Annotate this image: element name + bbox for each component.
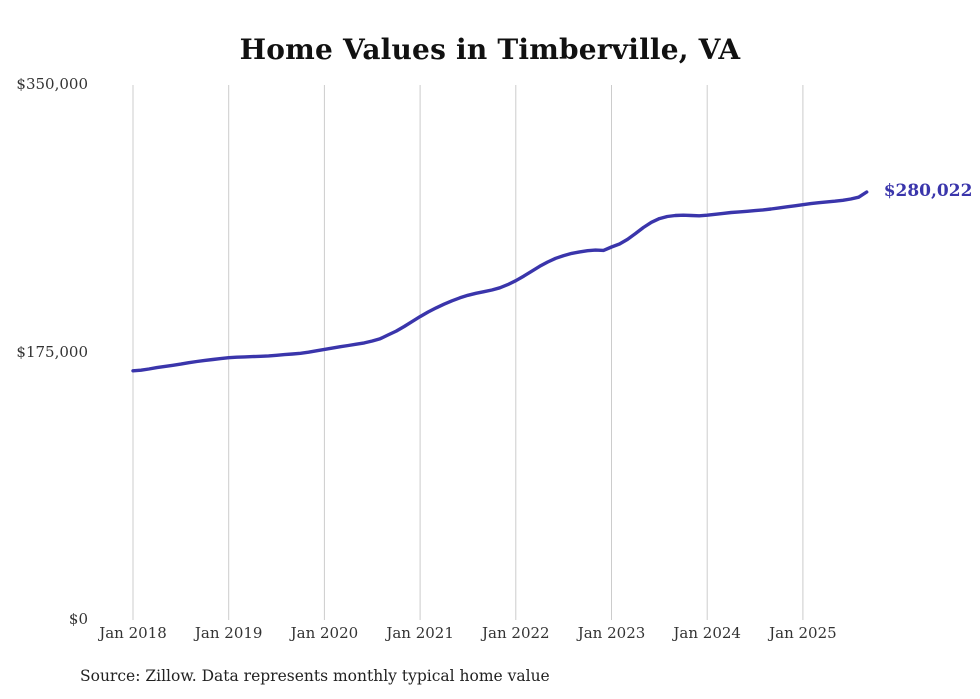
x-tick-label: Jan 2022: [482, 624, 550, 642]
x-tick-label: Jan 2021: [386, 624, 454, 642]
x-tick-label: Jan 2020: [290, 624, 359, 642]
y-tick-label: $175,000: [16, 342, 88, 361]
final-value-label: $280,022: [883, 181, 973, 201]
x-tick-label: Jan 2019: [194, 624, 263, 642]
y-tick-label: $350,000: [16, 75, 88, 93]
home-value-line: [131, 190, 869, 373]
x-tick-label: Jan 2018: [99, 624, 167, 642]
source-note: Source: Zillow. Data represents monthly …: [80, 667, 550, 685]
chart-title: Home Values in Timberville, VA: [239, 33, 741, 66]
x-tick-label: Jan 2023: [577, 624, 646, 642]
y-tick-label: $0: [68, 610, 88, 628]
x-tick-label: Jan 2024: [673, 624, 741, 642]
x-tick-label: Jan 2025: [769, 624, 837, 642]
